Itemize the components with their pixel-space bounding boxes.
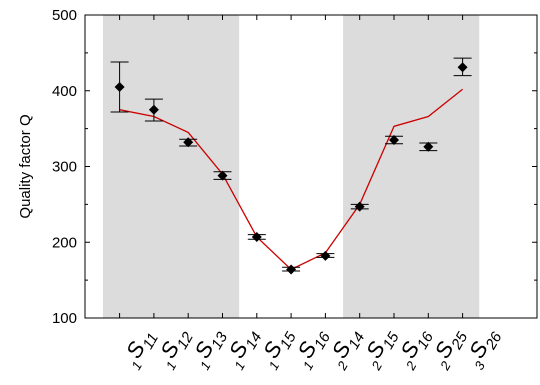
x-tick-label-subscript: 25 [448, 329, 472, 353]
data-point [389, 134, 399, 145]
y-tick-label: 200 [52, 234, 77, 251]
y-tick-label: 300 [52, 159, 77, 176]
y-tick-label: 100 [52, 310, 77, 327]
x-tick-label-subscript: 14 [242, 329, 265, 352]
x-tick-label-subscript: 15 [277, 329, 300, 353]
y-tick-label: 500 [52, 7, 77, 24]
x-tick-label-subscript: 13 [208, 329, 231, 353]
data-point [286, 264, 297, 275]
data-point [217, 170, 228, 181]
data-point [354, 201, 365, 212]
y-axis-title: Quality factor Q [17, 114, 34, 218]
plot-frame [84, 14, 538, 319]
x-tick-label: 3S26 [459, 322, 506, 373]
data-point [457, 62, 468, 73]
x-tick-label-subscript: 12 [174, 329, 197, 353]
data-point [148, 104, 159, 115]
x-tick-label-subscript: 14 [345, 329, 368, 352]
y-axis: 100 200 300 400 500 [52, 7, 537, 327]
data-point [320, 250, 331, 261]
y-tick-label: 400 [52, 83, 77, 100]
x-tick-label-subscript: 16 [414, 329, 437, 353]
data-point [183, 137, 194, 148]
x-tick-label-subscript: 11 [139, 330, 162, 352]
data-point [423, 141, 434, 152]
x-tick-label-subscript: 26 [482, 329, 506, 353]
shaded-band [343, 15, 480, 318]
shaded-band [102, 15, 240, 318]
data-point [114, 81, 125, 92]
data-point [251, 231, 262, 242]
x-tick-label-subscript: 16 [311, 329, 334, 353]
measured-points [114, 62, 468, 275]
x-tick-label-subscript: 15 [380, 329, 403, 353]
